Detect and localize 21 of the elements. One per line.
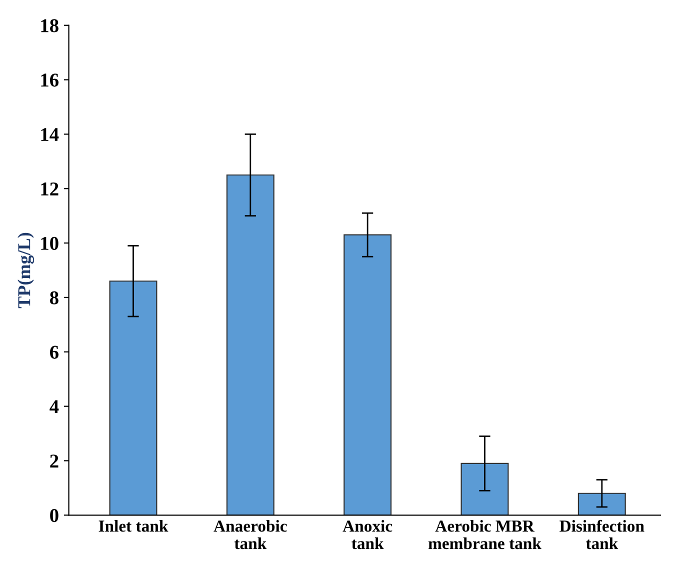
- x-tick-label: Anaerobic tank: [214, 520, 287, 550]
- x-tick-label: Aerobic MBR membrane tank: [428, 520, 542, 550]
- bar: [578, 492, 626, 516]
- y-axis-title: TP(mg/L): [18, 232, 34, 308]
- y-tick-label: 16: [41, 74, 59, 87]
- y-tick-label: 4: [50, 400, 59, 414]
- bar: [344, 234, 392, 516]
- y-tick-label: 2: [50, 454, 58, 468]
- y-tick-label: 18: [41, 19, 58, 32]
- x-tick-label: Anoxic tank: [342, 520, 392, 550]
- bar: [109, 280, 158, 516]
- bar: [460, 462, 509, 516]
- y-tick-label: 8: [50, 291, 58, 304]
- x-tick-label: Disinfection tank: [560, 520, 644, 550]
- bar: [226, 174, 274, 516]
- y-tick-label: 12: [41, 182, 58, 196]
- y-tick-label: 14: [41, 128, 59, 141]
- x-tick-label: Inlet tank: [98, 520, 168, 532]
- y-tick-label: 0: [50, 508, 58, 522]
- y-tick-label: 6: [50, 346, 59, 359]
- y-tick-label: 10: [41, 236, 58, 250]
